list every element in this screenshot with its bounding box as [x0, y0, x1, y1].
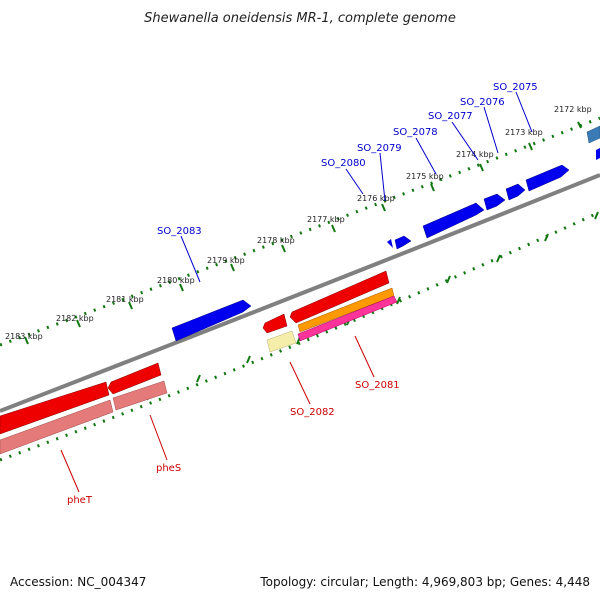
gene-feature-so2083[interactable]	[171, 299, 252, 342]
tick-label: 2178 kbp	[257, 236, 295, 245]
gene-label-so2078[interactable]: SO_2078	[393, 127, 438, 138]
gene-label-so2075[interactable]: SO_2075	[493, 82, 538, 93]
gene-label-so2081[interactable]: SO_2081	[355, 380, 400, 391]
gene-label-so2080[interactable]: SO_2080	[321, 158, 366, 169]
tick-label: 2175 kbp	[406, 172, 444, 181]
tick-label: 2181 kbp	[106, 295, 144, 304]
outer-tick-track	[0, 116, 600, 347]
gene-label-so2076[interactable]: SO_2076	[460, 97, 505, 108]
gene-label-so2083[interactable]: SO_2083	[157, 226, 202, 237]
gene-feature-so2076[interactable]	[525, 164, 570, 192]
tick-label: 2182 kbp	[56, 314, 94, 323]
gene-label-so2077[interactable]: SO_2077	[428, 111, 473, 122]
genome-backbone	[0, 173, 600, 413]
feature-pale-yellow[interactable]	[266, 330, 297, 353]
gene-label-phet[interactable]: pheT	[67, 495, 93, 506]
gene-feature-so2078[interactable]	[483, 193, 506, 211]
tick-labels: 2172 kbp 2173 kbp 2174 kbp 2175 kbp 2176…	[5, 105, 592, 341]
feature-phes-pale[interactable]	[112, 380, 168, 411]
tick-label: 2180 kbp	[157, 276, 195, 285]
tick-label: 2176 kbp	[357, 194, 395, 203]
gene-label-phes[interactable]: pheS	[156, 463, 181, 474]
tick-label: 2183 kbp	[5, 332, 43, 341]
inner-minor-ticks	[0, 210, 600, 462]
forward-strand-genes	[171, 125, 600, 342]
reverse-strand-genes	[0, 270, 398, 455]
reverse-gene-labels: SO_2081 SO_2082 pheS pheT	[67, 380, 400, 506]
gene-label-so2079[interactable]: SO_2079	[357, 143, 402, 154]
feature-phet-pale[interactable]	[0, 399, 114, 455]
gene-feature-so2080b[interactable]	[387, 239, 393, 248]
forward-label-leaders	[180, 91, 533, 283]
feature-magenta[interactable]	[297, 295, 398, 342]
tick-label: 2173 kbp	[505, 128, 543, 137]
gene-label-so2082[interactable]: SO_2082	[290, 407, 335, 418]
gene-feature-so2079[interactable]	[422, 202, 485, 239]
tick-label: 2172 kbp	[554, 105, 592, 114]
gene-feature-so2082[interactable]	[262, 313, 288, 334]
tick-label: 2177 kbp	[307, 215, 345, 224]
gene-feature-phet[interactable]	[0, 381, 110, 435]
map-title: Shewanella oneidensis MR-1, complete gen…	[144, 11, 456, 26]
outer-major-ticks	[24, 121, 582, 345]
gene-feature-so2077[interactable]	[505, 183, 526, 201]
gene-feature-so2081[interactable]	[289, 270, 390, 324]
accession-text: Accession: NC_004347	[10, 575, 146, 589]
gene-feature-so2075[interactable]	[586, 125, 600, 144]
tick-label: 2179 kbp	[207, 256, 245, 265]
gene-feature-so2080a[interactable]	[394, 235, 412, 250]
outer-minor-ticks	[0, 116, 600, 347]
tick-label: 2174 kbp	[456, 150, 494, 159]
genome-summary-text: Topology: circular; Length: 4,969,803 bp…	[259, 575, 590, 589]
reverse-label-leaders	[60, 335, 375, 493]
forward-gene-labels: SO_2075 SO_2076 SO_2077 SO_2078 SO_2079 …	[157, 82, 538, 237]
gene-feature-phes[interactable]	[107, 362, 162, 395]
gene-feature-partial[interactable]	[596, 148, 600, 160]
